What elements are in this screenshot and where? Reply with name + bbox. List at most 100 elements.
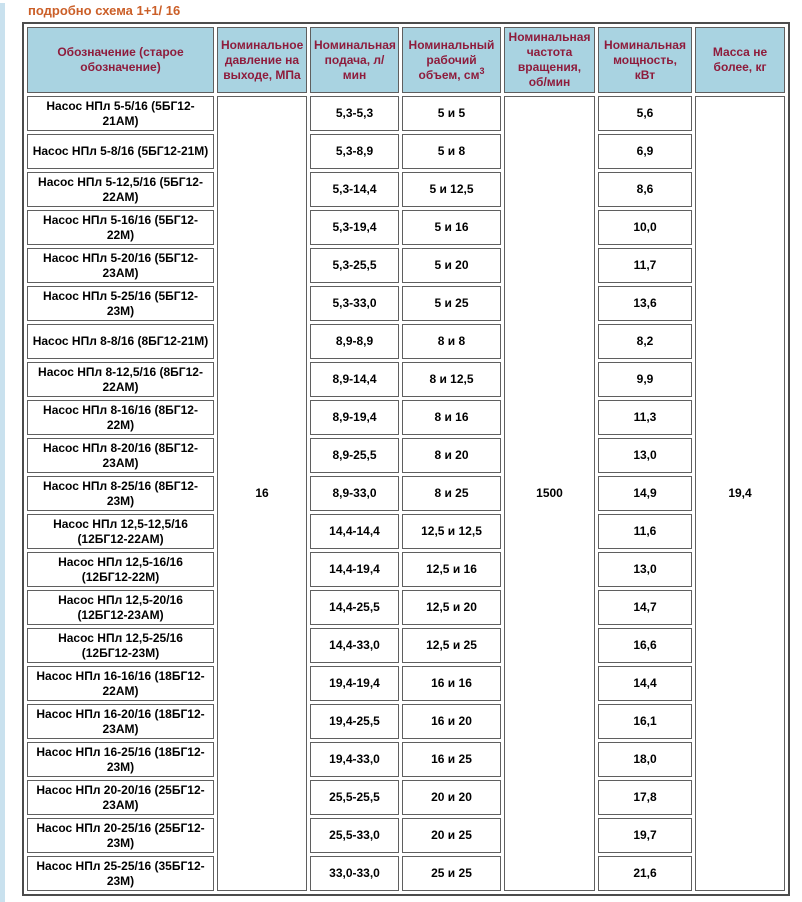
cell-flow: 5,3-5,3 bbox=[310, 96, 399, 131]
col-header-power-label: Номинальная мощность, кВт bbox=[604, 37, 686, 82]
cell-power: 21,6 bbox=[598, 856, 692, 891]
table-row: Насос НПл 5-20/16 (5БГ12-23АМ) 5,3-25,5 5 … bbox=[27, 248, 785, 283]
cell-designation: Насос НПл 5-5/16 (5БГ12-21АМ) bbox=[27, 96, 214, 131]
cell-volume: 12,5 и 20 bbox=[402, 590, 501, 625]
cell-volume: 12,5 и 12,5 bbox=[402, 514, 501, 549]
col-header-mass-label: Масса не более, кг bbox=[712, 45, 768, 74]
cell-volume: 8 и 8 bbox=[402, 324, 501, 359]
table-row: Насос НПл 20-20/16 (25БГ12-23АМ) 25,5-25,… bbox=[27, 780, 785, 815]
table-row: Насос НПл 5-16/16 (5БГ12-22М) 5,3-19,4 5 и… bbox=[27, 210, 785, 245]
table-row: Насос НПл 8-12,5/16 (8БГ12-22АМ) 8,9-14,4… bbox=[27, 362, 785, 397]
cell-power: 13,0 bbox=[598, 438, 692, 473]
cell-volume: 12,5 и 25 bbox=[402, 628, 501, 663]
cell-volume: 5 и 16 bbox=[402, 210, 501, 245]
cell-flow: 25,5-25,5 bbox=[310, 780, 399, 815]
cell-volume: 5 и 8 bbox=[402, 134, 501, 169]
table-row: Насос НПл 8-8/16 (8БГ12-21М) 8,9-8,9 8 и 8… bbox=[27, 324, 785, 359]
cell-flow: 5,3-19,4 bbox=[310, 210, 399, 245]
cell-flow: 5,3-25,5 bbox=[310, 248, 399, 283]
cell-volume: 12,5 и 16 bbox=[402, 552, 501, 587]
cell-flow: 8,9-25,5 bbox=[310, 438, 399, 473]
cell-power: 11,6 bbox=[598, 514, 692, 549]
cell-flow: 33,0-33,0 bbox=[310, 856, 399, 891]
cell-designation: Насос НПл 25-25/16 (35БГ12-23М) bbox=[27, 856, 214, 891]
cell-designation: Насос НПл 8-12,5/16 (8БГ12-22АМ) bbox=[27, 362, 214, 397]
table-row: Насос НПл 12,5-25/16 (12БГ12-23М) 14,4-33… bbox=[27, 628, 785, 663]
cell-flow: 8,9-19,4 bbox=[310, 400, 399, 435]
cell-power: 16,1 bbox=[598, 704, 692, 739]
cell-designation: Насос НПл 16-16/16 (18БГ12-22АМ) bbox=[27, 666, 214, 701]
col-header-pressure-label: Номинальное давление на выходе, МПа bbox=[221, 37, 304, 82]
cell-designation: Насос НПл 8-20/16 (8БГ12-23АМ) bbox=[27, 438, 214, 473]
cell-designation: Насос НПл 5-16/16 (5БГ12-22М) bbox=[27, 210, 214, 245]
cell-flow: 5,3-14,4 bbox=[310, 172, 399, 207]
cell-power: 16,6 bbox=[598, 628, 692, 663]
cell-volume: 5 и 5 bbox=[402, 96, 501, 131]
table-row: Насос НПл 5-8/16 (5БГ12-21М) 5,3-8,9 5 и 8… bbox=[27, 134, 785, 169]
table-row: Насос НПл 16-20/16 (18БГ12-23АМ) 19,4-25,… bbox=[27, 704, 785, 739]
cell-designation: Насос НПл 5-8/16 (5БГ12-21М) bbox=[27, 134, 214, 169]
cell-designation: Насос НПл 20-20/16 (25БГ12-23АМ) bbox=[27, 780, 214, 815]
cell-volume: 8 и 25 bbox=[402, 476, 501, 511]
table-row: Насос НПл 12,5-16/16 (12БГ12-22М) 14,4-19… bbox=[27, 552, 785, 587]
cell-flow: 14,4-33,0 bbox=[310, 628, 399, 663]
col-header-speed: Номинальная частота вращения, об/мин bbox=[504, 27, 595, 93]
table-row: Насос НПл 5-12,5/16 (5БГ12-22АМ) 5,3-14,4… bbox=[27, 172, 785, 207]
page-left-border-strip bbox=[0, 3, 5, 902]
cell-volume: 16 и 20 bbox=[402, 704, 501, 739]
cell-designation: Насос НПл 16-20/16 (18БГ12-23АМ) bbox=[27, 704, 214, 739]
table-row: Насос НПл 5-5/16 (5БГ12-21АМ) 16 5,3-5,3 5 … bbox=[27, 96, 785, 891]
cell-designation: Насос НПл 20-25/16 (25БГ12-23М) bbox=[27, 818, 214, 853]
table-row: Насос НПл 5-25/16 (5БГ12-23М) 5,3-33,0 5 и… bbox=[27, 286, 785, 321]
table-row: Насос НПл 12,5-12,5/16 (12БГ12-22АМ) 14,4… bbox=[27, 514, 785, 549]
cell-power: 11,7 bbox=[598, 248, 692, 283]
cell-flow: 19,4-33,0 bbox=[310, 742, 399, 777]
table-row: Насос НПл 8-16/16 (8БГ12-22М) 8,9-19,4 8 и… bbox=[27, 400, 785, 435]
cell-speed-merged: 1500 bbox=[504, 96, 595, 891]
cell-flow: 8,9-33,0 bbox=[310, 476, 399, 511]
cell-power: 13,6 bbox=[598, 286, 692, 321]
cell-designation: Насос НПл 8-16/16 (8БГ12-22М) bbox=[27, 400, 214, 435]
cell-volume: 20 и 25 bbox=[402, 818, 501, 853]
col-header-pressure: Номинальное давление на выходе, МПа bbox=[217, 27, 307, 93]
cell-volume: 5 и 25 bbox=[402, 286, 501, 321]
cell-volume: 5 и 12,5 bbox=[402, 172, 501, 207]
cell-designation: Насос НПл 12,5-20/16 (12БГ12-23АМ) bbox=[27, 590, 214, 625]
col-header-designation: Обозначение (старое обозначение) bbox=[27, 27, 214, 93]
cell-power: 14,4 bbox=[598, 666, 692, 701]
cell-designation: Насос НПл 8-25/16 (8БГ12-23М) bbox=[27, 476, 214, 511]
cell-power: 8,2 bbox=[598, 324, 692, 359]
col-header-volume-label: Номинальный рабочий объем, см bbox=[408, 37, 495, 82]
header-row: Обозначение (старое обозначение) Номинал… bbox=[27, 27, 785, 93]
cell-power: 6,9 bbox=[598, 134, 692, 169]
cell-flow: 5,3-8,9 bbox=[310, 134, 399, 169]
cell-designation: Насос НПл 12,5-25/16 (12БГ12-23М) bbox=[27, 628, 214, 663]
table-row: Насос НПл 8-20/16 (8БГ12-23АМ) 8,9-25,5 8 … bbox=[27, 438, 785, 473]
cell-flow: 14,4-19,4 bbox=[310, 552, 399, 587]
cell-volume: 16 и 25 bbox=[402, 742, 501, 777]
cell-volume: 8 и 12,5 bbox=[402, 362, 501, 397]
cell-flow: 25,5-33,0 bbox=[310, 818, 399, 853]
cell-volume: 8 и 20 bbox=[402, 438, 501, 473]
cell-volume: 20 и 20 bbox=[402, 780, 501, 815]
cell-power: 10,0 bbox=[598, 210, 692, 245]
col-header-speed-label: Номинальная частота вращения, об/мин bbox=[508, 30, 591, 89]
cell-power: 13,0 bbox=[598, 552, 692, 587]
table-row: Насос НПл 16-25/16 (18БГ12-23М) 19,4-33,0… bbox=[27, 742, 785, 777]
cell-designation: Насос НПл 5-25/16 (5БГ12-23М) bbox=[27, 286, 214, 321]
table-row: Насос НПл 25-25/16 (35БГ12-23М) 33,0-33,0… bbox=[27, 856, 785, 891]
cell-power: 11,3 bbox=[598, 400, 692, 435]
col-header-power: Номинальная мощность, кВт bbox=[598, 27, 692, 93]
cell-power: 14,7 bbox=[598, 590, 692, 625]
col-header-volume: Номинальный рабочий объем, см3 bbox=[402, 27, 501, 93]
col-header-flow: Номинальная подача, л/ мин bbox=[310, 27, 399, 93]
cell-designation: Насос НПл 16-25/16 (18БГ12-23М) bbox=[27, 742, 214, 777]
cell-volume: 16 и 16 bbox=[402, 666, 501, 701]
cell-power: 17,8 bbox=[598, 780, 692, 815]
cell-power: 19,7 bbox=[598, 818, 692, 853]
cell-power: 14,9 bbox=[598, 476, 692, 511]
volume-superscript: 3 bbox=[479, 65, 485, 76]
table-row: Насос НПл 8-25/16 (8БГ12-23М) 8,9-33,0 8 и… bbox=[27, 476, 785, 511]
cell-flow: 14,4-25,5 bbox=[310, 590, 399, 625]
cell-flow: 8,9-14,4 bbox=[310, 362, 399, 397]
